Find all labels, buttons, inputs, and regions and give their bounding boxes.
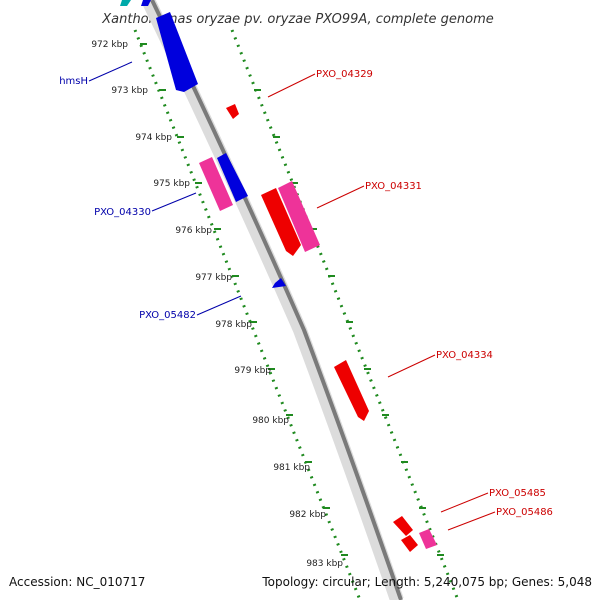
features [120,0,437,552]
blue-feature[interactable] [141,0,151,6]
tick-label: 977 kbp [195,273,232,283]
outer-major-ticks [254,89,444,556]
genome-backbone [141,0,404,600]
PXO_04334-feature[interactable] [334,360,369,421]
accession-text: Accession: NC_010717 [9,575,145,589]
map-title: Xanthomonas oryzae pv. oryzae PXO99A, co… [101,12,494,27]
backbone-line [150,0,403,600]
leader-line [387,354,436,378]
gene-labels: PXO_04329 PXO_04331 PXO_04334 PXO_05485 … [59,61,553,531]
leader-line [151,192,197,212]
PXO_05486-feature[interactable] [419,529,437,549]
PXO_05485b-feature[interactable] [401,535,418,552]
label-PXO_04334[interactable]: PXO_04334 [436,350,493,361]
tick-label: 979 kbp [234,366,271,376]
tick-label: 973 kbp [111,86,148,96]
PXO_05482-feature[interactable] [272,278,286,288]
summary-text: Topology: circular; Length: 5,240,075 bp… [261,575,592,589]
PXO_04330-pink-feature[interactable] [199,157,233,211]
PXO_05485-feature[interactable] [393,516,413,536]
PXO_04331-red-feature[interactable] [261,188,301,256]
PXO_04330-blue-feature[interactable] [217,153,248,202]
PXO_04331-pink-feature[interactable] [278,181,320,252]
tick-label: 980 kbp [252,416,289,426]
tick-label: 983 kbp [306,559,343,569]
outer-tick-track [230,29,460,600]
red-small-feature[interactable] [226,104,239,119]
tick-label: 972 kbp [91,40,128,50]
leader-line [267,73,316,98]
tick-label: 978 kbp [215,320,252,330]
label-PXO_04331[interactable]: PXO_04331 [365,181,422,192]
leader-line [447,511,496,531]
backbone-shadow [141,0,404,600]
leader-line [440,492,489,513]
label-PXO_04330[interactable]: PXO_04330 [94,207,151,218]
tick-label: 975 kbp [153,179,190,189]
tick-label: 982 kbp [289,510,326,520]
leader-line [196,295,242,316]
label-PXO_05482[interactable]: PXO_05482 [139,310,196,321]
hmsH-feature[interactable] [156,12,198,92]
label-hmsH[interactable]: hmsH [59,76,88,87]
major-ticks: 972 kbp 973 kbp 974 kbp 975 kbp 976 kbp … [91,40,348,569]
tick-label: 976 kbp [175,226,212,236]
tick-label: 981 kbp [273,463,310,473]
label-PXO_04329[interactable]: PXO_04329 [316,69,373,80]
label-PXO_05485[interactable]: PXO_05485 [489,488,546,499]
leader-line [316,185,365,209]
label-PXO_05486[interactable]: PXO_05486 [496,507,553,518]
tick-label: 974 kbp [135,133,172,143]
leader-line [88,61,133,82]
cyan-feature[interactable] [120,0,131,6]
